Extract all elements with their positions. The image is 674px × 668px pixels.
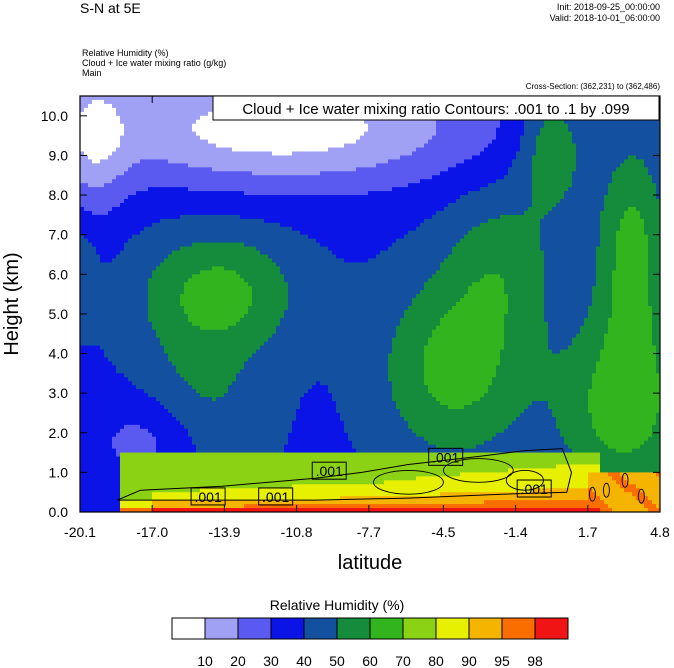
contour-label: .001 — [190, 487, 226, 506]
colorbar-label: 70 — [395, 653, 411, 668]
rh-field — [80, 96, 660, 512]
colorbar-label: 90 — [461, 653, 477, 668]
run-times: Init: 2018-09-25_00:00:00 Valid: 2018-10… — [550, 2, 660, 24]
contour-label: .001 — [516, 479, 552, 498]
y-tick-label: 4.0 — [49, 346, 69, 362]
y-tick-label: 5.0 — [49, 306, 69, 322]
x-tick-label: -17.0 — [136, 524, 168, 540]
field-list: Relative Humidity (%) Cloud + Ice water … — [82, 48, 226, 78]
y-tick-label: 9.0 — [49, 147, 69, 163]
x-tick-label: -20.1 — [64, 524, 96, 540]
colorbar-swatch — [336, 617, 371, 640]
colorbar-swatch — [171, 617, 206, 640]
field-cloud-ice: Cloud + Ice water mixing ratio (g/kg) — [82, 58, 227, 68]
valid-time: Valid: 2018-10-01_06:00:00 — [549, 13, 660, 23]
colorbar-label: 95 — [494, 653, 510, 668]
colorbar-swatch — [501, 617, 536, 640]
x-tick-label: 4.8 — [650, 524, 670, 540]
colorbar-label: 60 — [362, 653, 378, 668]
colorbar-swatch — [303, 617, 338, 640]
y-tick-label: 3.0 — [49, 385, 69, 401]
y-tick-label: 8.0 — [49, 187, 69, 203]
x-axis-label: latitude — [338, 552, 403, 574]
contour-info-box: Cloud + Ice water mixing ratio Contours:… — [212, 95, 660, 121]
field-rh: Relative Humidity (%) — [82, 48, 169, 58]
cloud-contours — [117, 448, 645, 504]
x-axis: -20.1 -17.0 -13.9 -10.8 -7.7 -4.5 -1.4 1.7 4.8 — [64, 96, 670, 540]
y-tick-label: 2.0 — [49, 425, 69, 441]
colorbar-swatch — [435, 617, 470, 640]
x-tick-label: -4.5 — [431, 524, 455, 540]
colorbar-label: 40 — [296, 653, 312, 668]
contour-labels: .001 .001 .001 .001 .001 — [190, 447, 552, 506]
colorbar-label: 80 — [428, 653, 444, 668]
y-axis-label: Height (km) — [1, 252, 23, 355]
contour-label: .001 — [428, 447, 464, 466]
colorbar-label: 30 — [263, 653, 279, 668]
colorbar-label: 10 — [197, 653, 213, 668]
colorbar-swatch — [402, 617, 437, 640]
cross-section-label: Cross-Section: (362,231) to (362,486) — [525, 82, 660, 91]
contour-info-text: Cloud + Ice water mixing ratio Contours:… — [242, 101, 629, 118]
x-tick-label: -13.9 — [208, 524, 240, 540]
colorbar: 10 20 30 40 50 60 70 80 90 95 98 — [171, 617, 569, 668]
colorbar-swatch — [468, 617, 503, 640]
colorbar-label: 20 — [230, 653, 246, 668]
y-axis: 0.0 1.0 2.0 3.0 4.0 5.0 6.0 7.0 8.0 9.0 10.0 — [41, 108, 660, 520]
colorbar-swatch — [237, 617, 272, 640]
x-tick-label: -7.7 — [357, 524, 381, 540]
colorbar-swatch — [534, 617, 569, 640]
colorbar-label: 50 — [329, 653, 345, 668]
y-tick-label: 10.0 — [41, 108, 68, 124]
contour-label: .001 — [258, 487, 294, 506]
contour-label: .001 — [311, 461, 347, 480]
colorbar-title: Relative Humidity (%) — [269, 597, 405, 613]
plot-title: S-N at 5E — [80, 0, 141, 16]
colorbar-label: 98 — [527, 653, 543, 668]
y-tick-label: 0.0 — [49, 504, 69, 520]
colorbar-swatch — [270, 617, 305, 640]
x-tick-label: -10.8 — [281, 524, 313, 540]
y-tick-label: 7.0 — [49, 227, 69, 243]
x-tick-label: 1.7 — [578, 524, 598, 540]
x-tick-label: -1.4 — [504, 524, 528, 540]
colorbar-swatch — [369, 617, 404, 640]
field-main: Main — [82, 68, 102, 78]
y-tick-label: 1.0 — [49, 464, 69, 480]
colorbar-swatch — [204, 617, 239, 640]
init-time: Init: 2018-09-25_00:00:00 — [556, 2, 660, 12]
y-tick-label: 6.0 — [49, 266, 69, 282]
